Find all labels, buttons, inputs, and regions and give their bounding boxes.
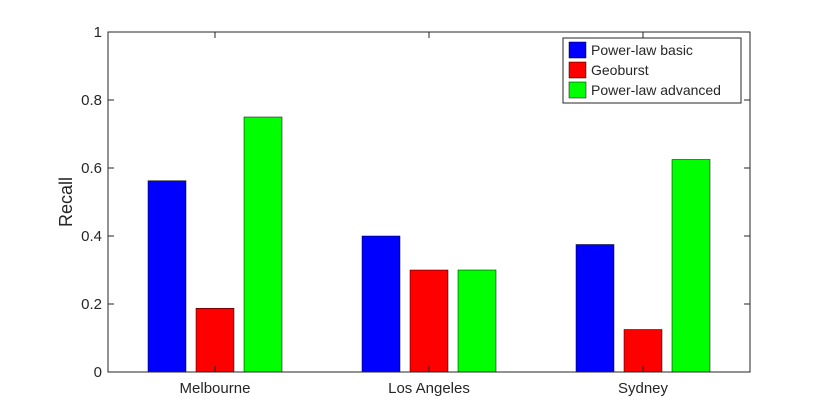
y-axis-label: Recall [56, 177, 76, 227]
y-tick-label: 0.6 [81, 160, 102, 177]
y-tick-label: 0 [94, 364, 102, 381]
bar-geoburst-sydney [623, 329, 663, 373]
legend-box [562, 37, 742, 104]
legend-label: Power-law advanced [591, 82, 721, 98]
legend-label: Power-law basic [591, 42, 693, 58]
legend-swatch [568, 61, 587, 79]
y-tick-label: 0.4 [81, 228, 102, 245]
bar-power-law-advanced-los-angeles [457, 269, 497, 373]
y-tick-label: 0.2 [81, 296, 102, 313]
bar-power-law-basic-sydney [575, 244, 615, 373]
y-tick-label: 0.8 [81, 92, 102, 109]
plot-frame [107, 31, 751, 373]
legend-swatch [568, 41, 587, 59]
x-tick-label: Melbourne [180, 380, 251, 397]
bar-geoburst-los-angeles [409, 269, 449, 373]
bar-power-law-advanced-sydney [671, 159, 711, 373]
bar-power-law-basic-los-angeles [361, 235, 401, 373]
bar-power-law-basic-melbourne [147, 180, 187, 373]
legend: Power-law basic Geoburst Power-law advance… [562, 37, 742, 104]
legend-label: Geoburst [591, 62, 649, 78]
x-tick-label: Sydney [618, 380, 669, 397]
bar-power-law-advanced-melbourne [243, 116, 283, 373]
x-ticks-group: Melbourne Los Angeles Sydney [180, 32, 669, 397]
x-tick-label: Los Angeles [388, 380, 470, 397]
y-tick-label: 1 [94, 24, 102, 41]
bar-geoburst-melbourne [195, 308, 235, 373]
legend-swatch [568, 81, 587, 99]
bars-group [147, 116, 711, 373]
